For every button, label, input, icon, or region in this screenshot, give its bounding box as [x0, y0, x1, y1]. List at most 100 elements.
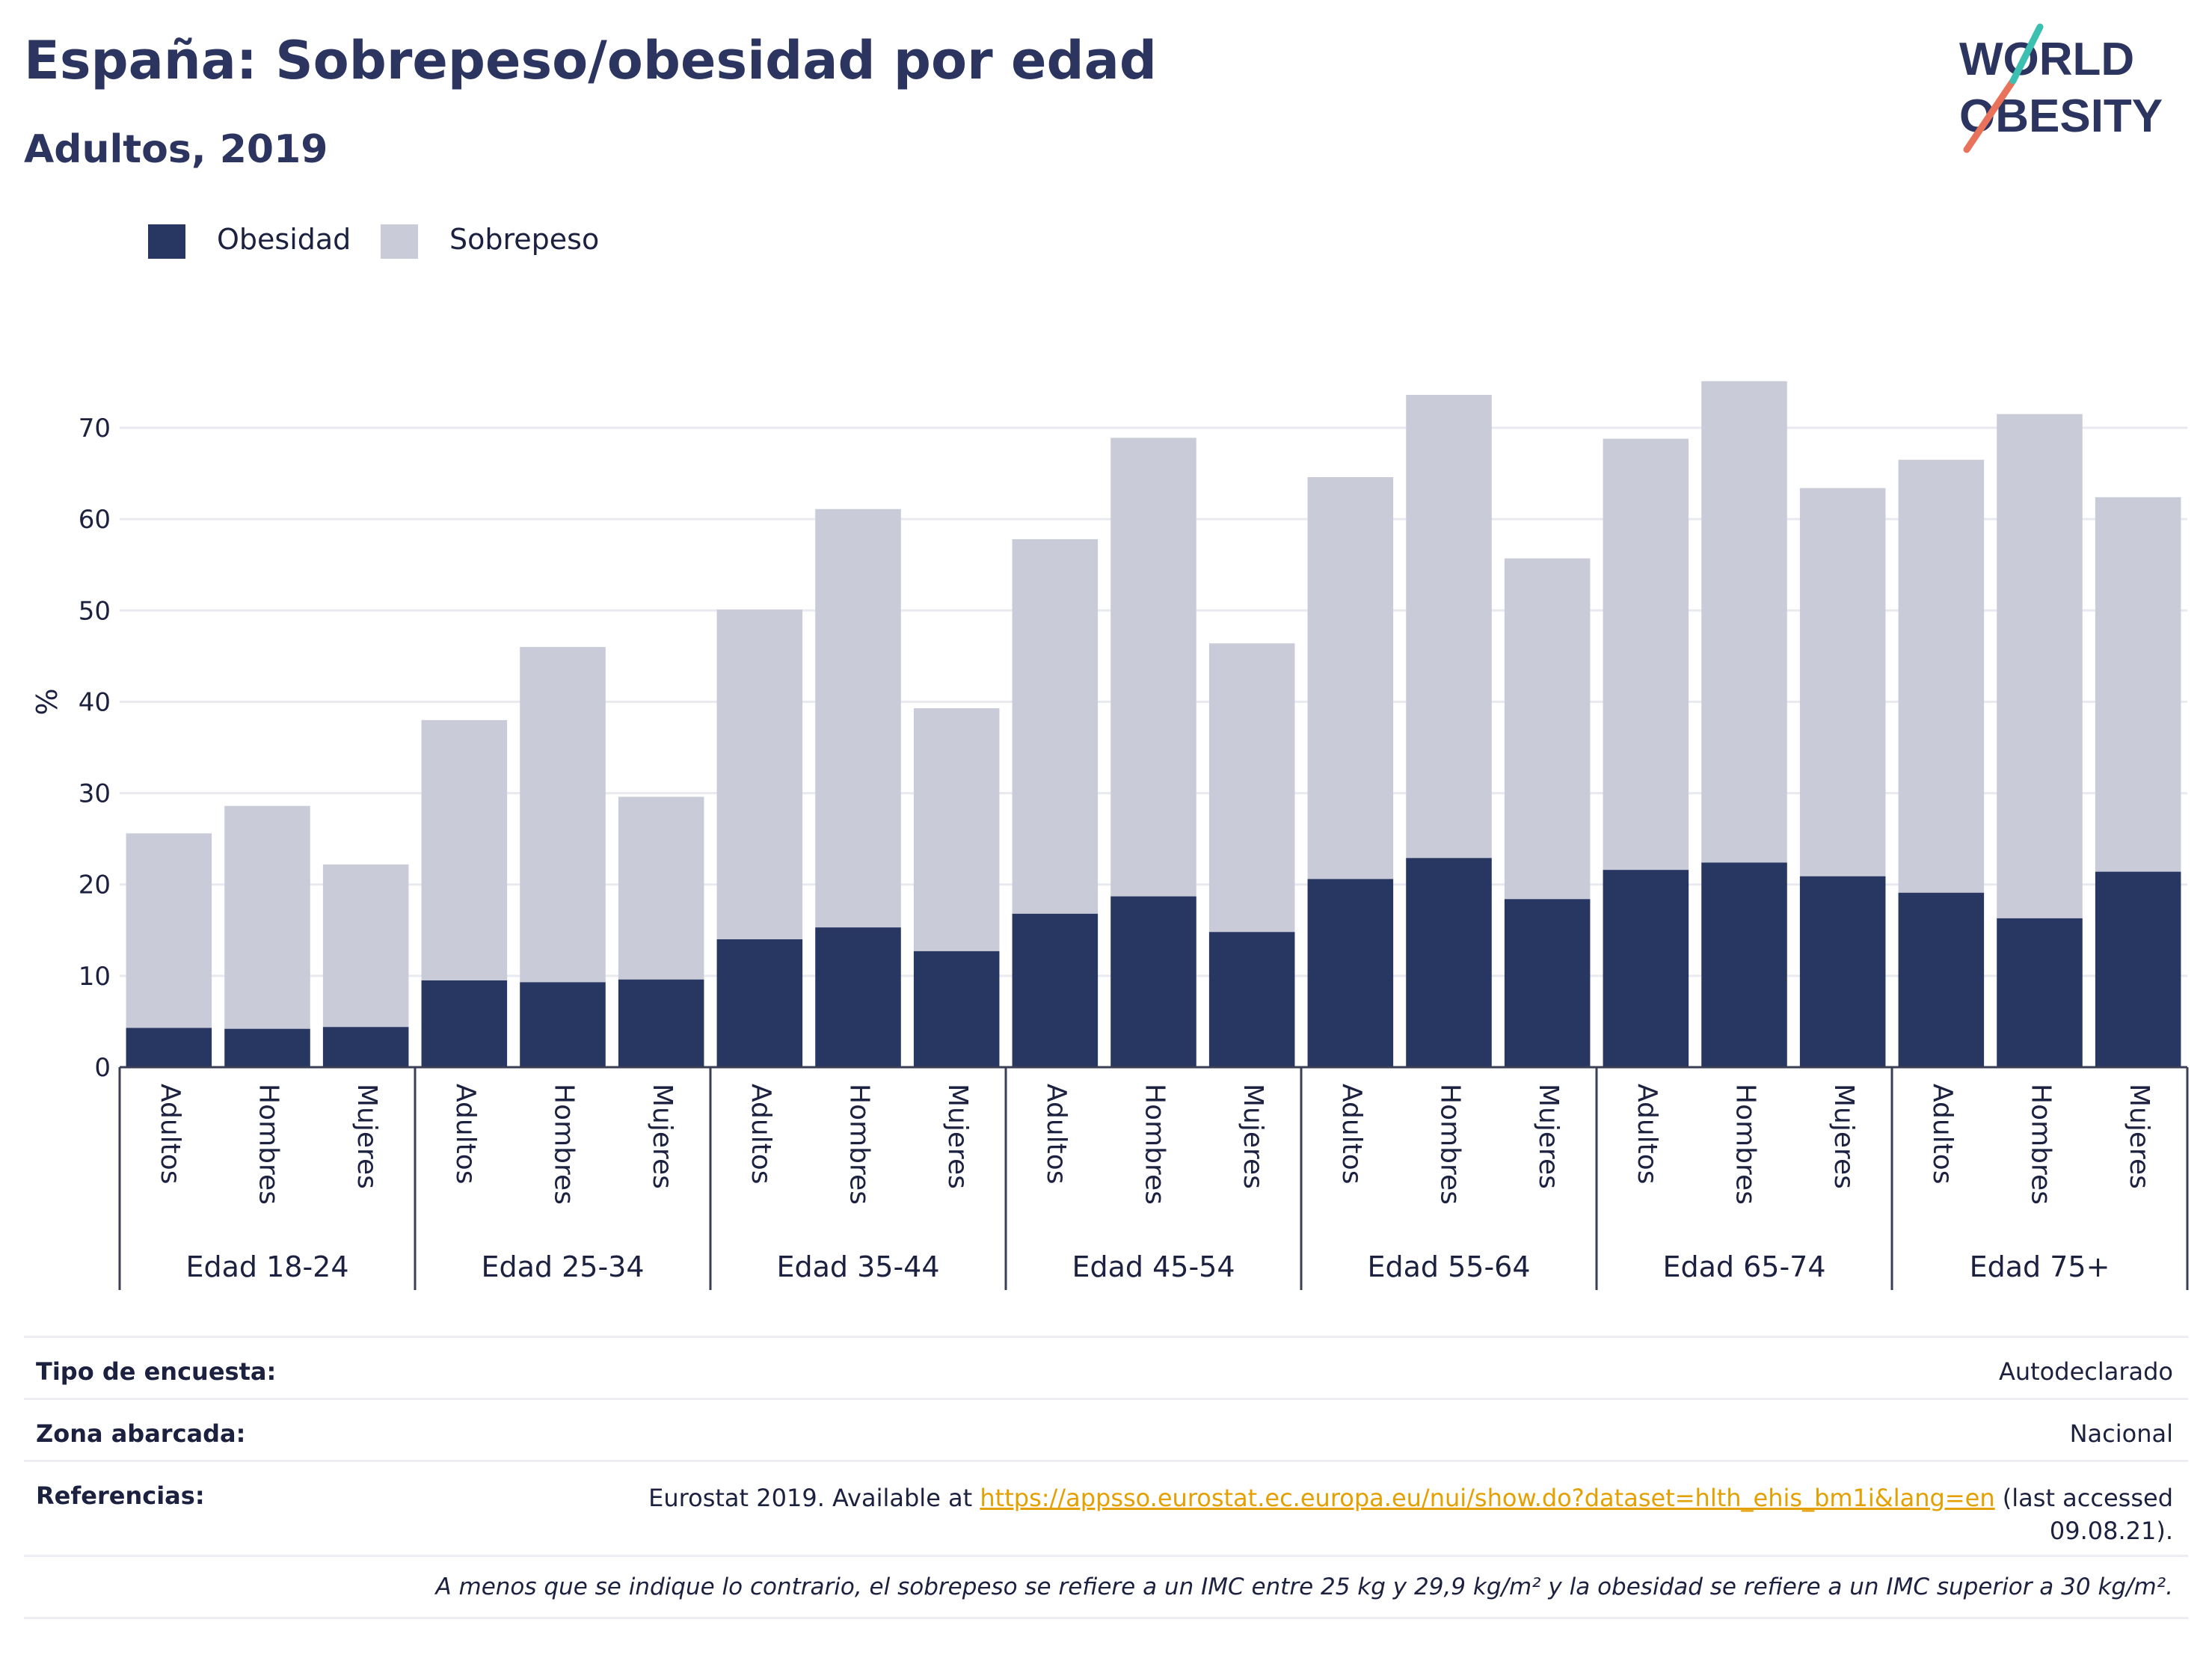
x-tick-label: Adultos	[155, 1084, 185, 1185]
bar-obesidad	[1012, 913, 1099, 1067]
x-tick-label: Adultos	[1041, 1084, 1072, 1185]
chart-title: España: Sobrepeso/obesidad por edad	[24, 30, 1157, 91]
x-tick-label: Mujeres	[1533, 1084, 1564, 1189]
references-prefix: Eurostat 2019. Available at	[648, 1484, 980, 1512]
y-tick-label: 0	[94, 1053, 111, 1083]
y-tick-label: 70	[79, 414, 111, 443]
x-tick-label: Hombres	[844, 1084, 875, 1205]
bar-obesidad	[2095, 871, 2181, 1067]
logo-line1: WORLD	[1959, 34, 2134, 85]
bar-obesidad	[1898, 892, 1985, 1067]
bar-sobrepeso	[1997, 414, 2083, 918]
logo-slash-coral	[1963, 77, 2017, 153]
bar-sobrepeso	[224, 805, 310, 1029]
x-tick-label: Adultos	[1632, 1084, 1662, 1185]
x-tick-label: Hombres	[1140, 1084, 1170, 1205]
area-value: Nacional	[2069, 1419, 2173, 1448]
x-tick-label: Hombres	[549, 1084, 580, 1205]
references-label: Referencias:	[36, 1481, 205, 1510]
x-tick-label: Mujeres	[647, 1084, 678, 1189]
bar-sobrepeso	[520, 647, 606, 983]
bar-sobrepeso	[322, 864, 409, 1028]
y-tick-label: 50	[79, 596, 111, 626]
y-axis-label: %	[31, 688, 64, 715]
references-text: Eurostat 2019. Available at https://apps…	[603, 1481, 2173, 1547]
area-label: Zona abarcada:	[36, 1419, 246, 1448]
bar-sobrepeso	[421, 719, 508, 980]
bar-sobrepeso	[1406, 395, 1492, 859]
bar-obesidad	[1799, 876, 1886, 1067]
y-tick-label: 40	[79, 687, 111, 717]
x-tick-label: Adultos	[1927, 1084, 1958, 1185]
bar-obesidad	[224, 1028, 310, 1067]
x-tick-label: Hombres	[1435, 1084, 1466, 1205]
references-suffix: (last accessed 09.08.21).	[1994, 1484, 2173, 1545]
legend-swatch-obesidad	[148, 224, 185, 259]
bar-sobrepeso	[1701, 381, 1787, 863]
x-tick-label: Adultos	[1336, 1084, 1367, 1185]
group-label: Edad 45-54	[1072, 1250, 1235, 1283]
x-tick-label: Mujeres	[942, 1084, 973, 1189]
group-label: Edad 75+	[1970, 1250, 2110, 1283]
bar-sobrepeso	[1799, 488, 1886, 876]
chart-footer: Tipo de encuesta: Autodeclarado Zona aba…	[24, 1336, 2188, 1619]
chart-subtitle: Adultos, 2019	[24, 127, 328, 172]
bar-obesidad	[1208, 932, 1295, 1067]
bar-obesidad	[716, 939, 803, 1067]
x-tick-label: Mujeres	[351, 1084, 382, 1189]
bar-obesidad	[1504, 899, 1591, 1067]
bar-obesidad	[322, 1027, 409, 1067]
x-tick-label: Hombres	[2026, 1084, 2056, 1205]
legend-swatch-sobrepeso	[381, 224, 418, 259]
bar-sobrepeso	[618, 796, 704, 980]
bar-sobrepeso	[126, 833, 212, 1028]
bar-obesidad	[1307, 879, 1394, 1067]
y-tick-label: 60	[79, 505, 111, 535]
bar-obesidad	[1603, 870, 1689, 1067]
x-tick-label: Hombres	[254, 1084, 284, 1205]
bar-sobrepeso	[1898, 459, 1985, 893]
bar-sobrepeso	[1504, 558, 1591, 900]
group-label: Edad 55-64	[1367, 1250, 1530, 1283]
bar-obesidad	[1406, 858, 1492, 1067]
x-tick-label: Hombres	[1730, 1084, 1761, 1205]
bar-obesidad	[520, 982, 606, 1067]
bar-sobrepeso	[1012, 539, 1099, 914]
x-tick-label: Mujeres	[2124, 1084, 2154, 1189]
bar-sobrepeso	[1603, 438, 1689, 871]
bar-sobrepeso	[913, 707, 1000, 951]
footer-row-references: Referencias: Eurostat 2019. Available at…	[24, 1460, 2188, 1555]
x-tick-label: Mujeres	[1238, 1084, 1268, 1189]
references-link[interactable]: https://appsso.eurostat.ec.europa.eu/nui…	[980, 1484, 1995, 1512]
x-tick-label: Adultos	[450, 1084, 481, 1185]
bar-sobrepeso	[1307, 476, 1394, 879]
bar-sobrepeso	[815, 509, 901, 928]
bar-obesidad	[815, 927, 901, 1067]
logo-slash-teal	[2009, 23, 2044, 85]
footer-row-area: Zona abarcada: Nacional	[24, 1398, 2188, 1460]
bar-obesidad	[618, 979, 704, 1067]
bar-obesidad	[1110, 896, 1196, 1067]
group-label: Edad 35-44	[776, 1250, 939, 1283]
bar-obesidad	[913, 951, 1000, 1067]
bar-obesidad	[1701, 862, 1787, 1067]
y-tick-label: 20	[79, 871, 111, 900]
bar-sobrepeso	[716, 610, 803, 939]
footer-row-survey: Tipo de encuesta: Autodeclarado	[24, 1336, 2188, 1398]
bar-sobrepeso	[2095, 497, 2181, 872]
survey-type-value: Autodeclarado	[1998, 1357, 2173, 1386]
bar-chart: 0 10 20 30 40 50 60 70% Adultos Hombres Mujeres Eda…	[31, 381, 2189, 1290]
bar-sobrepeso	[1208, 643, 1295, 933]
x-tick-label: Adultos	[746, 1084, 776, 1185]
y-tick-label: 30	[79, 779, 111, 809]
bar-sobrepeso	[1110, 437, 1196, 897]
group-label: Edad 65-74	[1662, 1250, 1825, 1283]
bar-obesidad	[126, 1028, 212, 1067]
bar-obesidad	[1997, 918, 2083, 1067]
x-tick-label: Mujeres	[1828, 1084, 1859, 1189]
world-obesity-logo: WORLD OBESITY	[1959, 23, 2163, 153]
bar-obesidad	[421, 980, 508, 1067]
footer-row-note: A menos que se indique lo contrario, el …	[24, 1555, 2188, 1619]
definition-note: A menos que se indique lo contrario, el …	[435, 1573, 2173, 1600]
legend-label-obesidad: Obesidad	[217, 223, 351, 256]
